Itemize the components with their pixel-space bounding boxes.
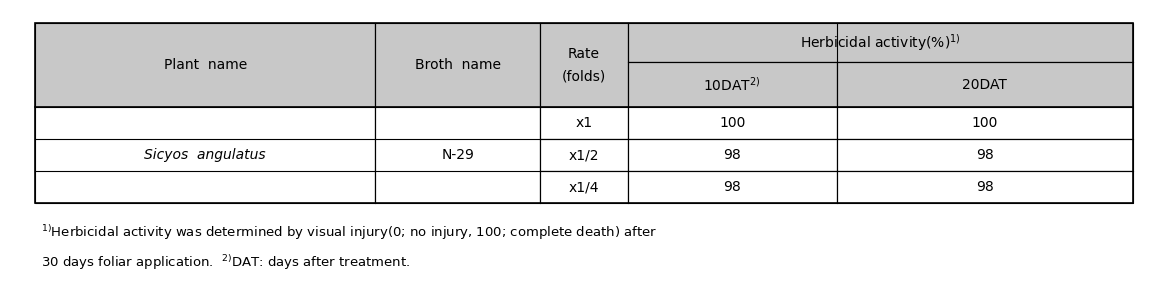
Text: 98: 98	[723, 148, 741, 162]
Bar	[628, 107, 836, 139]
Text: $^{1)}$Herbicidal activity was determined by visual injury(0; no injury, 100; co: $^{1)}$Herbicidal activity was determine…	[41, 223, 658, 242]
Bar	[540, 107, 628, 139]
Bar	[628, 171, 836, 203]
Text: Sicyos  angulatus: Sicyos angulatus	[145, 148, 266, 162]
Text: 98: 98	[976, 180, 994, 194]
Bar	[540, 171, 628, 203]
Bar	[540, 139, 628, 171]
Text: Rate: Rate	[568, 47, 600, 61]
Text: Broth  name: Broth name	[415, 58, 501, 72]
Text: Plant  name: Plant name	[164, 58, 246, 72]
Text: 98: 98	[976, 148, 994, 162]
Bar	[628, 62, 836, 107]
Text: (folds): (folds)	[562, 69, 606, 83]
Text: x1/2: x1/2	[569, 148, 599, 162]
Text: 100: 100	[719, 116, 745, 130]
Bar	[35, 23, 1133, 203]
Bar	[375, 107, 540, 203]
Bar	[35, 107, 375, 203]
Text: 20DAT: 20DAT	[962, 78, 1007, 92]
Text: 100: 100	[972, 116, 997, 130]
Bar	[836, 171, 1133, 203]
Bar	[540, 23, 628, 107]
Bar	[35, 23, 375, 107]
Bar	[836, 62, 1133, 107]
Text: x1/4: x1/4	[569, 180, 599, 194]
Bar	[375, 23, 540, 107]
Bar	[836, 107, 1133, 139]
Bar	[836, 139, 1133, 171]
Text: 98: 98	[723, 180, 741, 194]
Text: 10DAT$^{2)}$: 10DAT$^{2)}$	[703, 76, 762, 94]
Text: x1: x1	[576, 116, 592, 130]
Bar	[628, 139, 836, 171]
Bar	[628, 23, 1133, 62]
Text: N-29: N-29	[442, 148, 474, 162]
Text: Herbicidal activity(%)$^{1)}$: Herbicidal activity(%)$^{1)}$	[800, 32, 961, 53]
Text: 30 days foliar application.  $^{2)}$DAT: days after treatment.: 30 days foliar application. $^{2)}$DAT: …	[41, 253, 410, 272]
